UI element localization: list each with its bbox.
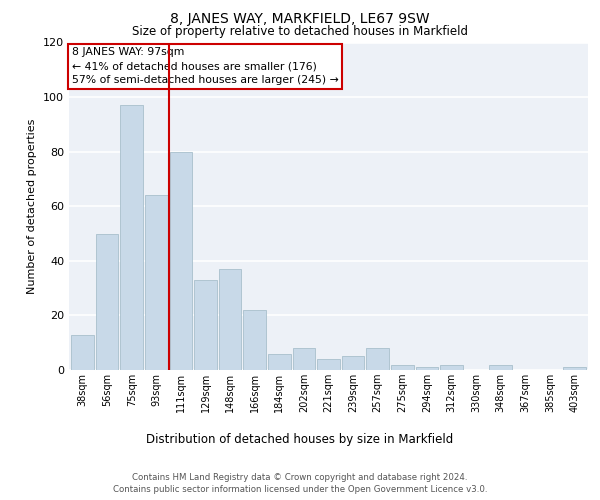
Bar (244, 310, 266, 370)
Bar (268, 354, 290, 370)
Text: 8 JANES WAY: 97sqm
← 41% of detached houses are smaller (176)
57% of semi-detach: 8 JANES WAY: 97sqm ← 41% of detached hou… (71, 48, 338, 86)
Bar (490, 364, 512, 370)
Bar (219, 269, 241, 370)
Bar (194, 280, 217, 370)
Y-axis label: Number of detached properties: Number of detached properties (28, 118, 37, 294)
Text: 8, JANES WAY, MARKFIELD, LE67 9SW: 8, JANES WAY, MARKFIELD, LE67 9SW (170, 12, 430, 26)
Bar (121, 106, 143, 370)
Bar (391, 364, 413, 370)
Bar (416, 368, 438, 370)
Bar (440, 364, 463, 370)
Bar (96, 234, 118, 370)
Bar (367, 348, 389, 370)
Bar (293, 348, 315, 370)
Bar (71, 334, 94, 370)
Bar (145, 196, 167, 370)
Text: Size of property relative to detached houses in Markfield: Size of property relative to detached ho… (132, 25, 468, 38)
Bar (563, 368, 586, 370)
Text: Contains HM Land Registry data © Crown copyright and database right 2024.
Contai: Contains HM Land Registry data © Crown c… (113, 472, 487, 494)
Bar (317, 359, 340, 370)
Text: Distribution of detached houses by size in Markfield: Distribution of detached houses by size … (146, 432, 454, 446)
Bar (170, 152, 192, 370)
Bar (342, 356, 364, 370)
